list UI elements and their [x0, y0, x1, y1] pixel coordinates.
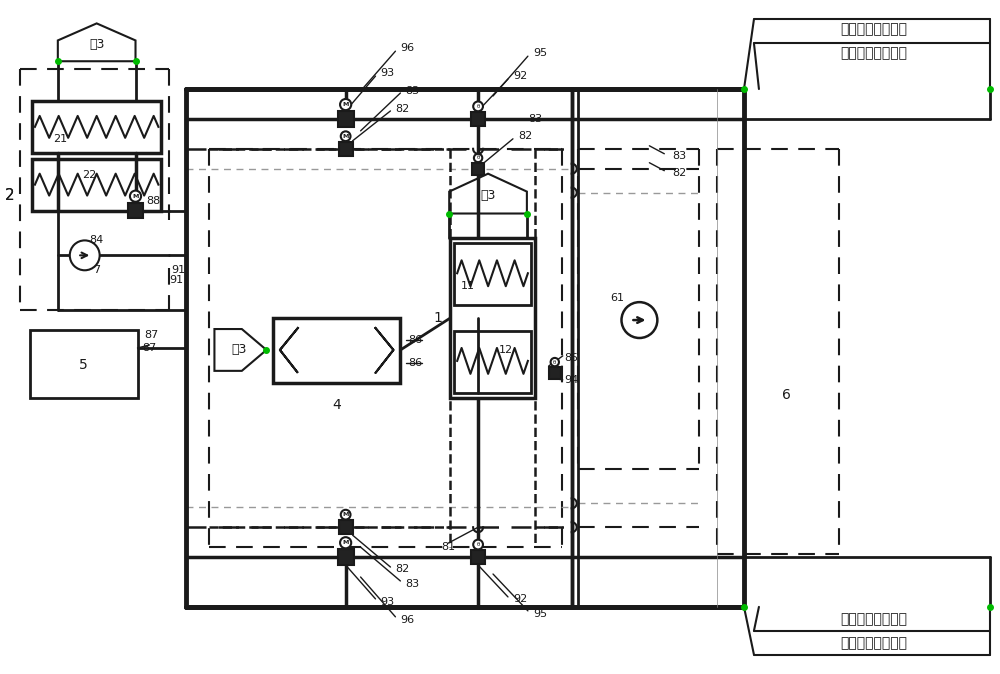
Text: 81: 81 — [441, 542, 455, 552]
Text: 82: 82 — [672, 168, 686, 178]
Text: 86: 86 — [408, 358, 423, 368]
Text: 7: 7 — [93, 266, 100, 275]
Text: 85: 85 — [565, 353, 579, 363]
Text: 5: 5 — [79, 358, 88, 372]
Circle shape — [621, 302, 657, 338]
Text: 83: 83 — [672, 151, 686, 161]
Text: 91: 91 — [171, 266, 185, 275]
Text: 12: 12 — [499, 345, 513, 355]
Text: 接3: 接3 — [231, 344, 247, 357]
Circle shape — [130, 191, 141, 202]
Text: 91: 91 — [169, 275, 183, 285]
Text: 接3: 接3 — [480, 189, 496, 202]
Bar — [128, 203, 143, 218]
Text: θ: θ — [476, 156, 480, 160]
Text: 93: 93 — [380, 597, 395, 607]
Text: M: M — [342, 512, 349, 517]
Text: 4: 4 — [332, 398, 341, 412]
Text: 1: 1 — [434, 311, 443, 325]
Text: 86: 86 — [408, 335, 423, 345]
Bar — [338, 549, 354, 565]
Text: 88: 88 — [146, 195, 161, 206]
Text: 82: 82 — [395, 104, 410, 114]
Text: 96: 96 — [400, 43, 415, 53]
Circle shape — [551, 358, 559, 366]
Bar — [339, 142, 353, 156]
Text: 61: 61 — [611, 293, 625, 303]
Text: M: M — [132, 193, 139, 199]
Text: 87: 87 — [144, 330, 159, 340]
Text: M: M — [342, 102, 349, 107]
Circle shape — [473, 102, 483, 111]
Bar — [339, 520, 353, 534]
Bar — [471, 112, 485, 126]
Text: θ: θ — [476, 104, 480, 109]
Bar — [472, 162, 484, 175]
Bar — [454, 243, 531, 305]
Text: 22: 22 — [83, 170, 97, 180]
Text: 87: 87 — [142, 343, 157, 353]
Circle shape — [340, 537, 351, 549]
Text: 83: 83 — [405, 86, 420, 96]
Text: 92: 92 — [513, 594, 527, 604]
Circle shape — [341, 131, 351, 141]
Circle shape — [70, 241, 100, 270]
Text: 82: 82 — [518, 131, 532, 141]
Text: 96: 96 — [400, 615, 415, 625]
Text: M: M — [342, 133, 349, 139]
Text: M: M — [342, 541, 349, 545]
Text: 92: 92 — [513, 71, 527, 81]
Circle shape — [474, 154, 482, 162]
Circle shape — [341, 510, 351, 520]
Bar — [273, 318, 400, 383]
Text: 93: 93 — [380, 68, 395, 78]
Text: 2: 2 — [5, 188, 15, 203]
Text: θ: θ — [553, 360, 556, 365]
Text: 接空调区末端供水: 接空调区末端供水 — [840, 612, 907, 626]
Text: 接空调区末端供水: 接空调区末端供水 — [840, 22, 907, 36]
Circle shape — [340, 99, 351, 110]
Bar — [338, 111, 354, 127]
Text: 94: 94 — [565, 375, 579, 385]
Text: 95: 95 — [533, 609, 547, 619]
Text: 95: 95 — [533, 48, 547, 58]
Text: 11: 11 — [461, 281, 475, 291]
Text: 6: 6 — [782, 388, 791, 402]
Circle shape — [473, 540, 483, 549]
Text: 84: 84 — [90, 235, 104, 245]
Text: 接空调区末端回水: 接空调区末端回水 — [840, 47, 907, 60]
Bar — [471, 550, 485, 564]
Text: 83: 83 — [405, 579, 420, 589]
Text: 21: 21 — [53, 134, 67, 144]
Bar — [30, 330, 138, 398]
Text: 接空调区末端回水: 接空调区末端回水 — [840, 636, 907, 650]
Bar — [454, 331, 531, 393]
Text: 接3: 接3 — [89, 38, 104, 51]
Text: θ: θ — [476, 542, 480, 547]
Text: 82: 82 — [395, 564, 410, 574]
Text: 83: 83 — [528, 114, 542, 124]
Bar — [32, 101, 161, 153]
Text: 2: 2 — [5, 188, 15, 203]
Bar — [450, 239, 535, 398]
Bar — [549, 367, 561, 379]
Bar — [32, 159, 161, 210]
